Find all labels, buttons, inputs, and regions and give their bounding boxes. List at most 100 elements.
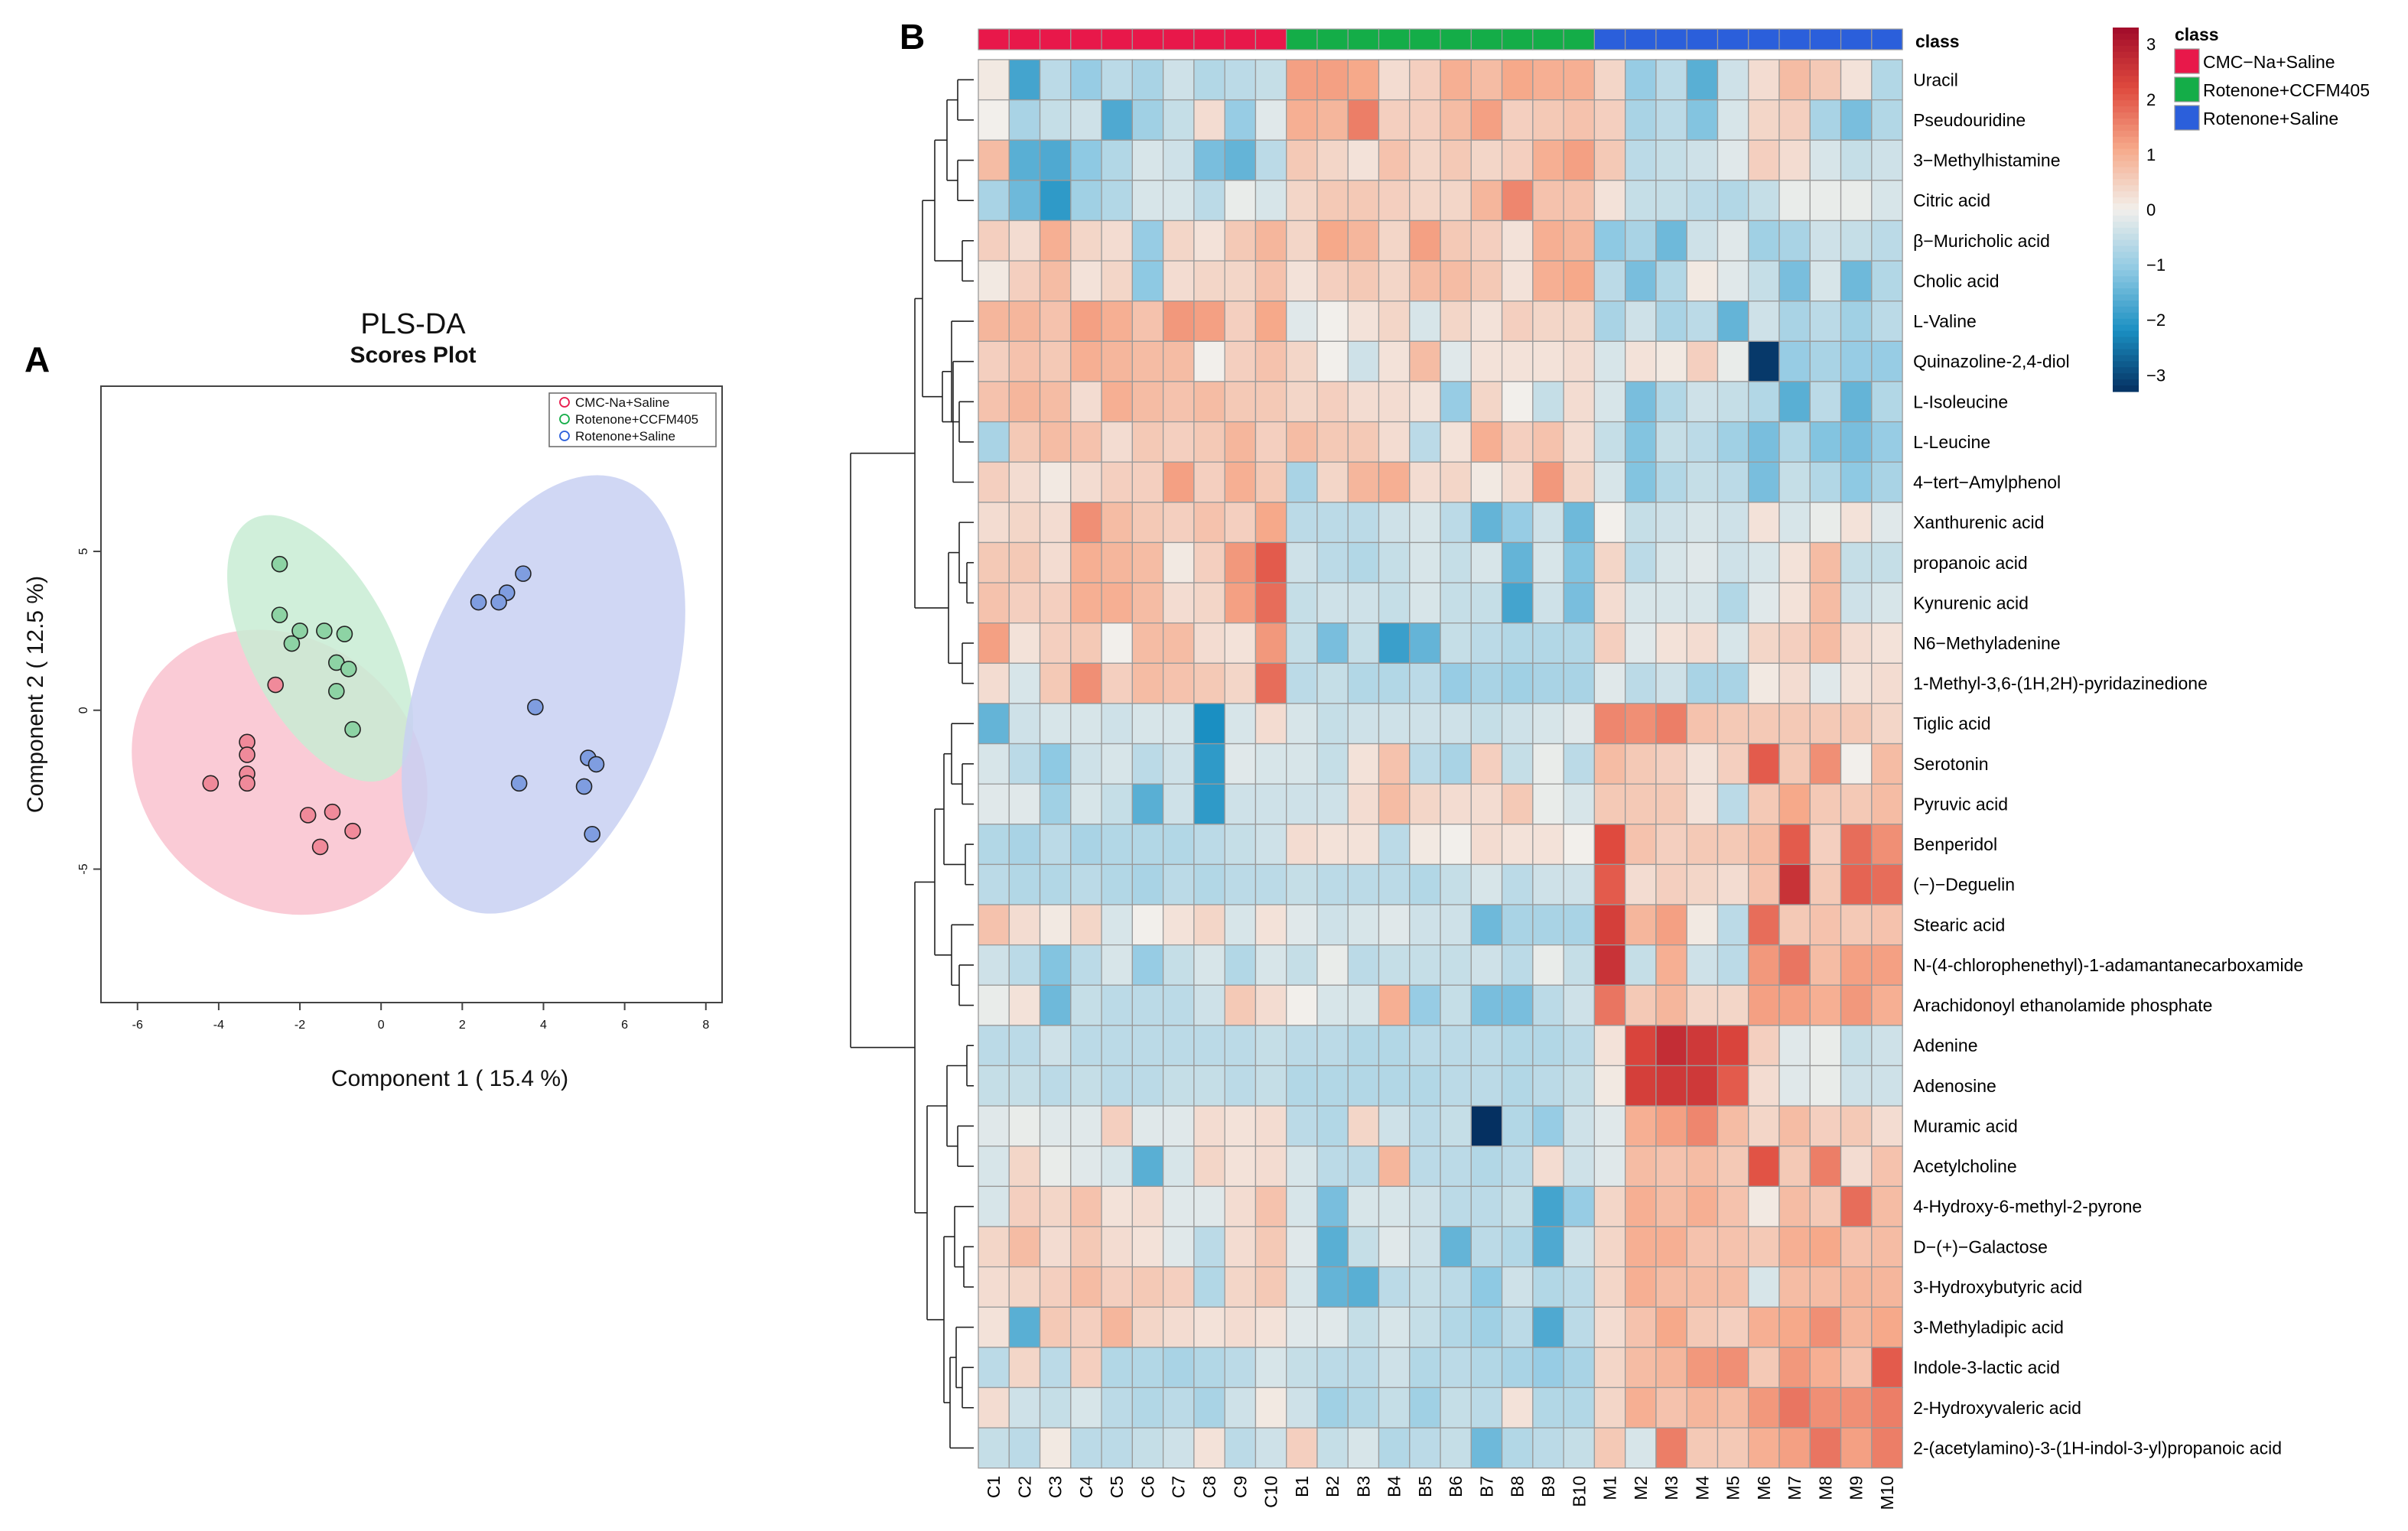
heatmap-cell [1686,703,1719,745]
heatmap-cell [1440,1146,1472,1188]
heatmap-cell [1501,99,1534,141]
colorbar-segment [2113,70,2139,77]
heatmap-cell [1254,904,1287,946]
heatmap-cell [1070,1185,1102,1227]
heatmap-cell [1686,340,1719,382]
heatmap-cell [1162,984,1195,1026]
heatmap-cell [1440,180,1472,222]
heatmap-cell [1224,1266,1257,1308]
heatmap-cell [1347,301,1380,342]
heatmap-cell [1224,904,1257,946]
heatmap-cell [1686,139,1719,181]
heatmap-cell [1162,743,1195,785]
row-label: Xanthurenic acid [1913,512,2044,532]
heatmap-cell [1039,783,1072,825]
heatmap-cell [1871,622,1903,664]
heatmap-cell [1409,461,1441,503]
heatmap-cell [1625,1025,1657,1067]
column-label: M9 [1847,1476,1866,1500]
class-bar-cell [1655,28,1687,50]
heatmap-cell [1470,1347,1503,1389]
heatmap-cell [1316,1025,1349,1067]
heatmap-cell [1316,340,1349,382]
row-label: Tiglic acid [1913,713,1990,733]
heatmap-cell [1840,1306,1873,1348]
heatmap-cell [1717,984,1749,1026]
heatmap-cell [1224,743,1257,785]
heatmap-cell [1871,421,1903,463]
heatmap-cell [1409,421,1441,463]
row-label: Indole-3-lactic acid [1913,1357,2060,1377]
heatmap-cell [1778,703,1811,745]
heatmap-cell [1316,219,1349,262]
heatmap-cell [978,582,1010,624]
heatmap-cell [1532,180,1564,222]
heatmap-cell [1655,1386,1687,1429]
heatmap-cell [1748,502,1780,544]
heatmap-cell [1686,301,1719,342]
heatmap-cell [1378,381,1411,423]
heatmap-cell [1532,622,1564,664]
heatmap-cell [1224,622,1257,664]
pls-ylabel: Component 2 ( 12.5 %) [23,576,48,813]
heatmap-cell [1748,904,1780,946]
heatmap-cell [1131,421,1164,463]
heatmap-cell [1254,944,1287,986]
heatmap-cell [1717,1306,1749,1348]
pls-legend-box [548,392,717,447]
heatmap-cell [1101,1386,1133,1429]
heatmap-cell [1717,99,1749,141]
heatmap-cell [1593,340,1626,382]
heatmap-cell [1655,1185,1687,1227]
heatmap-cell [1193,461,1225,503]
heatmap-cell [1563,301,1596,342]
heatmap-cell [1286,1185,1318,1227]
heatmap-cell [1039,1105,1072,1147]
heatmap-cell [1593,180,1626,222]
heatmap-cell [1409,1065,1441,1107]
heatmap-cell [1131,1146,1164,1188]
heatmap-cell [1871,1025,1903,1067]
class-bar-cell [1378,28,1411,50]
heatmap-cell [1809,582,1842,624]
pls-subtitle: Scores Plot [350,343,476,368]
heatmap-cell [1501,582,1534,624]
heatmap-cell [1593,1347,1626,1389]
pls-legend: CMC-Na+Saline Rotenone+CCFM405 Rotenone+… [548,392,717,447]
heatmap-cell [1655,944,1687,986]
heatmap-cell [1409,541,1441,583]
heatmap-cell [1440,944,1472,986]
heatmap-cell [1409,662,1441,704]
heatmap-cell [1193,1185,1225,1227]
heatmap-cell [1008,863,1041,905]
heatmap-cell [1717,863,1749,905]
heatmap-cell [1563,944,1596,986]
heatmap-cell [1347,381,1380,423]
heatmap-cell [1101,260,1133,302]
heatmap-cell [1470,381,1503,423]
heatmap-cell [1625,180,1657,222]
heatmap-cell [1717,1185,1749,1227]
heatmap-cell [1008,99,1041,141]
score-point-0 [202,775,220,792]
heatmap-cell [1871,461,1903,503]
heatmap-cell [1532,1266,1564,1308]
heatmap-cell [978,541,1010,583]
heatmap-cell [1070,1427,1102,1469]
heatmap-cell [1593,1146,1626,1188]
heatmap-cell [1871,904,1903,946]
heatmap-cell [1378,984,1411,1026]
column-label: M6 [1754,1476,1774,1500]
heatmap-cell [1409,783,1441,825]
heatmap-cell [1131,743,1164,785]
heatmap-cell [1193,944,1225,986]
heatmap-cell [1409,1146,1441,1188]
heatmap-cell [1162,1185,1195,1227]
heatmap-cell [1070,502,1102,544]
heatmap-cell [1563,1065,1596,1107]
heatmap-cell [1162,622,1195,664]
heatmap-cell [1593,1427,1626,1469]
heatmap-cell [1378,1146,1411,1188]
heatmap-cell [1316,421,1349,463]
heatmap-cell [1655,139,1687,181]
